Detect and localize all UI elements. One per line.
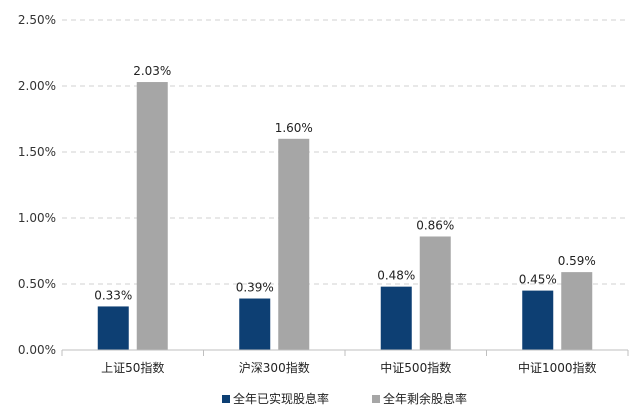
y-tick-label: 1.50%: [18, 145, 56, 159]
legend-swatch: [372, 395, 380, 403]
y-axis: 0.00% 0.50% 1.00% 1.50% 2.00% 2.50%: [18, 13, 56, 357]
category-label: 上证50指数: [101, 360, 164, 375]
category-label: 中证1000指数: [518, 360, 597, 375]
bar-remaining: [561, 272, 593, 350]
bar-realized: [97, 306, 129, 350]
data-label: 0.48%: [377, 269, 415, 283]
y-tick-label: 2.00%: [18, 79, 56, 93]
bar-realized: [380, 286, 412, 350]
y-tick-label: 0.50%: [18, 277, 56, 291]
x-axis: 上证50指数 沪深300指数 中证500指数 中证1000指数: [61, 349, 629, 375]
bar-realized: [522, 290, 554, 350]
legend-swatch: [222, 395, 230, 403]
y-tick-label: 1.00%: [18, 211, 56, 225]
y-tick-label: 2.50%: [18, 13, 56, 27]
data-label: 0.59%: [558, 254, 596, 268]
category-label: 中证500指数: [380, 360, 451, 375]
bar-remaining: [136, 82, 168, 350]
legend-label: 全年剩余股息率: [383, 391, 467, 406]
data-label: 0.33%: [94, 288, 132, 302]
y-tick-label: 0.00%: [18, 343, 56, 357]
legend-label: 全年已实现股息率: [233, 391, 329, 406]
bar-remaining: [278, 138, 310, 350]
data-label: 0.39%: [236, 281, 274, 295]
bar-realized: [239, 298, 271, 350]
data-label: 0.45%: [519, 273, 557, 287]
bars: [97, 82, 593, 350]
data-label: 2.03%: [133, 64, 171, 78]
legend: 全年已实现股息率 全年剩余股息率: [222, 391, 467, 406]
category-label: 沪深300指数: [239, 360, 310, 375]
data-labels: 0.33% 2.03% 0.39% 1.60% 0.48% 0.86% 0.45%0.59%: [94, 64, 596, 302]
bar-remaining: [419, 236, 451, 350]
data-label: 1.60%: [275, 121, 313, 135]
data-label: 0.86%: [416, 218, 454, 232]
